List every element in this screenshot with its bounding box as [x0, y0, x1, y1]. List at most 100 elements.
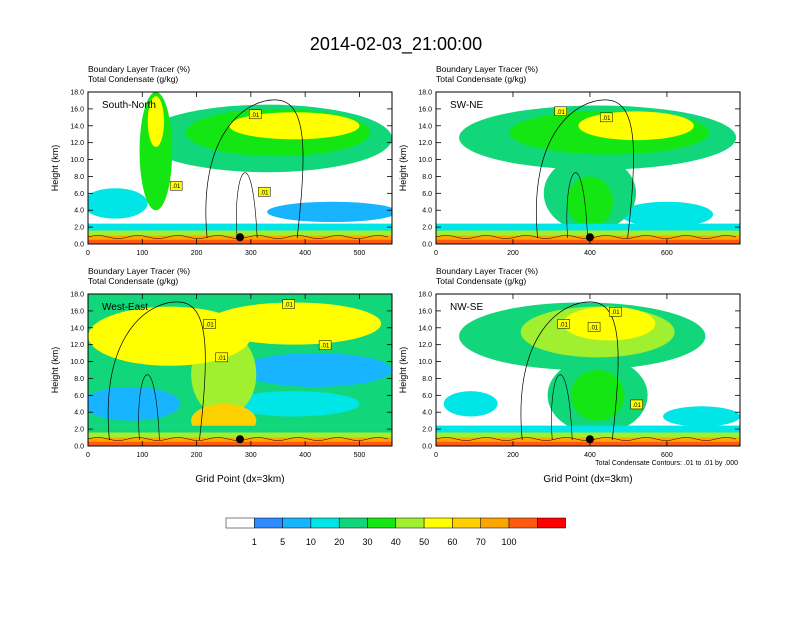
filled-region — [620, 201, 714, 228]
condensate-contour — [236, 172, 258, 239]
y-tick-label: 18.0 — [418, 292, 432, 299]
x-tick-label: 200 — [507, 250, 519, 257]
y-tick-label: 8.0 — [422, 376, 432, 383]
figure-title: 2014-02-03_21:00:00 — [310, 34, 482, 55]
condensate-contour — [205, 99, 304, 239]
location-marker — [585, 435, 594, 444]
y-tick-label: 6.0 — [422, 393, 432, 400]
colorbar: 1 5 10 20 30 40 50 60 70 100 — [225, 517, 566, 547]
plot-area — [88, 92, 392, 244]
surface-band — [436, 441, 740, 446]
y-tick-label: 4.0 — [422, 410, 432, 417]
contour-label: .01 — [218, 356, 227, 362]
y-tick-label: 12.0 — [70, 342, 84, 349]
panels-group: .01 .01 .01 South-North Boundary Layer Trace… — [50, 64, 741, 485]
x-tick-label: 200 — [507, 452, 519, 459]
surface-contour — [436, 437, 737, 441]
colorbar-label: 20 — [334, 537, 344, 547]
x-axis-label: Grid Point (dx=3km) — [195, 474, 284, 485]
panel-label: SW-NE — [450, 100, 483, 111]
colorbar-swatch — [452, 517, 481, 529]
surface-band — [88, 441, 392, 446]
panel-4: .01 .01 .01 .01 NW-SE Boundary Layer Tracer (… — [398, 266, 741, 485]
colorbar-label: 10 — [306, 537, 316, 547]
panel-label: West-East — [102, 302, 148, 313]
y-tick-label: 8.0 — [422, 174, 432, 181]
contour-label-box — [557, 319, 570, 329]
y-tick-label: 0.0 — [422, 242, 432, 249]
colorbar-label: 100 — [501, 537, 516, 547]
y-tick-label: 12.0 — [70, 140, 84, 147]
filled-region — [240, 353, 392, 387]
filled-region — [88, 188, 148, 219]
x-tick-label: 100 — [136, 250, 148, 257]
y-tick-label: 4.0 — [74, 208, 84, 215]
condensate-contour — [107, 301, 206, 441]
y-tick-label: 0.0 — [422, 444, 432, 451]
y-tick-label: 8.0 — [74, 174, 84, 181]
contour-label: .01 — [251, 113, 260, 119]
colorbar-label: 70 — [476, 537, 486, 547]
location-marker — [585, 233, 594, 242]
condensate-contour — [566, 172, 588, 239]
contour-label: .01 — [611, 310, 620, 316]
x-tick-label: 600 — [661, 250, 673, 257]
y-tick-label: 6.0 — [74, 191, 84, 198]
x-tick-label: 0 — [434, 250, 438, 257]
surface-band — [436, 425, 740, 433]
y-axis-label: Height (km) — [50, 347, 60, 394]
surface-band — [88, 230, 392, 236]
x-tick-label: 100 — [136, 452, 148, 459]
contour-label-box — [258, 187, 271, 197]
x-tick-label: 400 — [584, 452, 596, 459]
contour-label-box — [203, 319, 216, 329]
filled-region — [147, 96, 165, 147]
y-tick-label: 10.0 — [70, 157, 84, 164]
location-marker — [236, 435, 244, 444]
condensate-contour — [520, 301, 619, 441]
y-tick-label: 2.0 — [422, 427, 432, 434]
contour-label-box — [282, 299, 295, 309]
panel-2: .01 .01 SW-NE Boundary Layer Tracer (%)Tota… — [398, 64, 741, 257]
y-tick-label: 12.0 — [418, 140, 432, 147]
contour-label-box — [248, 109, 262, 120]
y-tick-label: 6.0 — [74, 393, 84, 400]
colorbar-swatch — [537, 517, 566, 529]
x-tick-label: 400 — [299, 452, 311, 459]
contour-label: .01 — [284, 303, 293, 309]
x-tick-label: 600 — [661, 452, 673, 459]
colorbar-label: 1 — [252, 537, 257, 547]
contour-label: .01 — [260, 190, 269, 196]
y-tick-label: 14.0 — [418, 325, 432, 332]
y-tick-label: 4.0 — [74, 410, 84, 417]
surface-band — [88, 223, 392, 231]
y-tick-label: 16.0 — [418, 308, 432, 315]
surface-band — [88, 239, 392, 244]
condensate-contour — [138, 374, 160, 441]
surface-band — [436, 223, 740, 231]
x-tick-label: 0 — [86, 250, 90, 257]
colorbar-label: 60 — [447, 537, 457, 547]
panel-3: .01 .01 .01 .01 West-East Boundary Layer Trac… — [50, 266, 393, 485]
filled-region — [663, 406, 740, 427]
contour-footnote: Total Condensate Contours: .01 to .01 by… — [595, 460, 738, 467]
y-tick-label: 10.0 — [418, 157, 432, 164]
filled-region — [443, 391, 498, 417]
filled-region — [229, 112, 360, 140]
contour-label: .01 — [602, 116, 611, 122]
plot-area — [436, 92, 740, 244]
y-tick-label: 0.0 — [74, 444, 84, 451]
panel-label: South-North — [102, 100, 156, 111]
y-tick-label: 16.0 — [70, 106, 84, 113]
contour-label-box — [318, 340, 332, 350]
plot-frame — [87, 91, 393, 245]
y-tick-label: 18.0 — [70, 90, 84, 97]
y-tick-label: 10.0 — [70, 359, 84, 366]
y-tick-label: 12.0 — [418, 342, 432, 349]
x-tick-label: 400 — [584, 250, 596, 257]
colorbar-label: 40 — [391, 537, 401, 547]
surface-band — [436, 432, 740, 438]
contour-label-box — [554, 106, 567, 117]
colorbar-swatch — [395, 517, 425, 529]
